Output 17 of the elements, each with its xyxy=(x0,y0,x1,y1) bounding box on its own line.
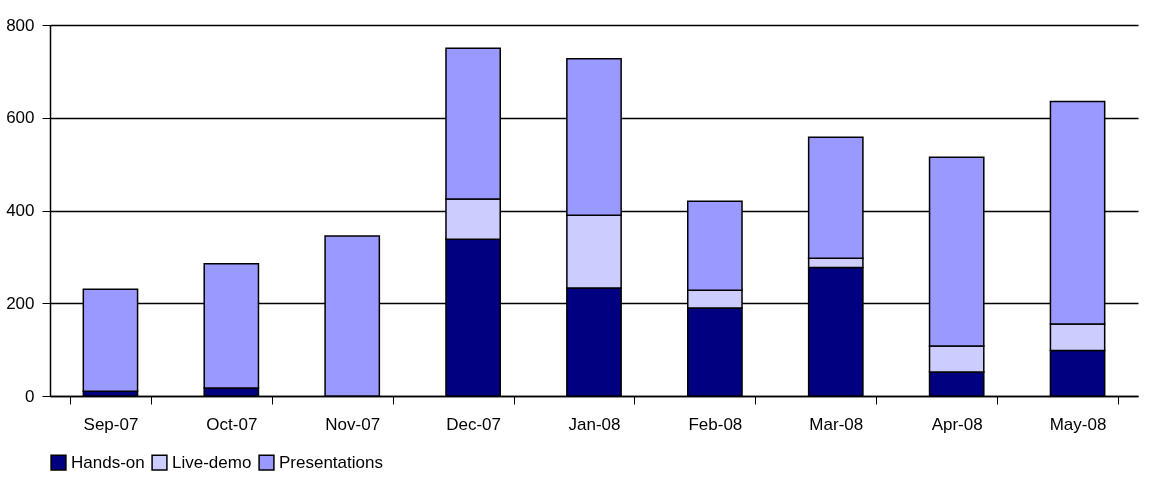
x-tick-label: May-08 xyxy=(1049,414,1107,434)
x-tick-label: Dec-07 xyxy=(446,414,502,434)
y-tick-label: 200 xyxy=(6,293,35,313)
legend-label: Live-demo xyxy=(172,452,252,472)
legend-label: Presentations xyxy=(279,452,383,472)
x-tick-label: Feb-08 xyxy=(688,414,743,434)
y-tick-label: 600 xyxy=(6,108,35,128)
x-tick-label: Apr-08 xyxy=(931,414,983,434)
legend-label: Hands-on xyxy=(71,452,145,472)
y-tick-label: 800 xyxy=(6,15,35,35)
x-tick-label: Mar-08 xyxy=(809,414,864,434)
x-tick-label: Jan-08 xyxy=(568,414,621,434)
y-tick-label: 0 xyxy=(25,386,35,406)
x-tick-label: Sep-07 xyxy=(83,414,139,434)
x-tick-label: Oct-07 xyxy=(206,414,258,434)
x-tick-label: Nov-07 xyxy=(325,414,381,434)
y-tick-label: 400 xyxy=(6,201,35,220)
